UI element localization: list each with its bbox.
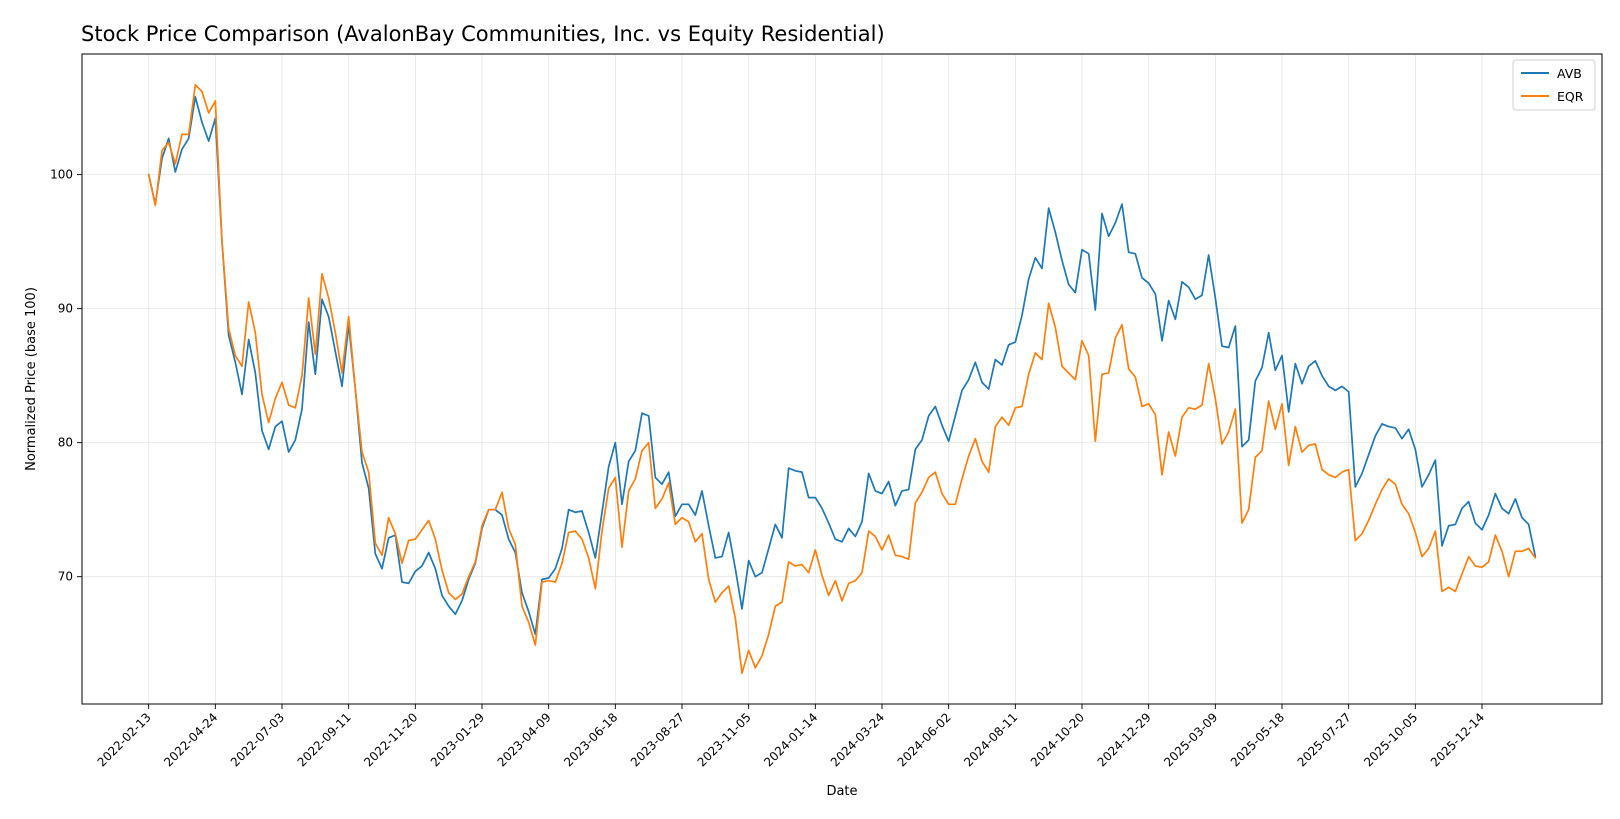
series-line-avb [147,96,1537,636]
chart-title: Stock Price Comparison (AvalonBay Commun… [81,22,885,46]
legend-label-avb: AVB [1557,66,1582,81]
x-axis-label: Date [826,784,857,799]
series-line-eqr [147,83,1537,675]
plot-frame [81,53,1603,705]
y-axis-label: Normalized Price (base 100) [24,287,39,471]
legend: AVB EQR [1512,59,1596,111]
y-tick-label: 100 [50,168,73,182]
series-lines [147,83,1537,675]
y-tick-label: 90 [58,302,73,316]
grid [82,54,1602,704]
legend-label-eqr: EQR [1557,89,1584,104]
y-tick-label: 80 [58,436,73,450]
y-tick-label: 70 [58,570,73,584]
